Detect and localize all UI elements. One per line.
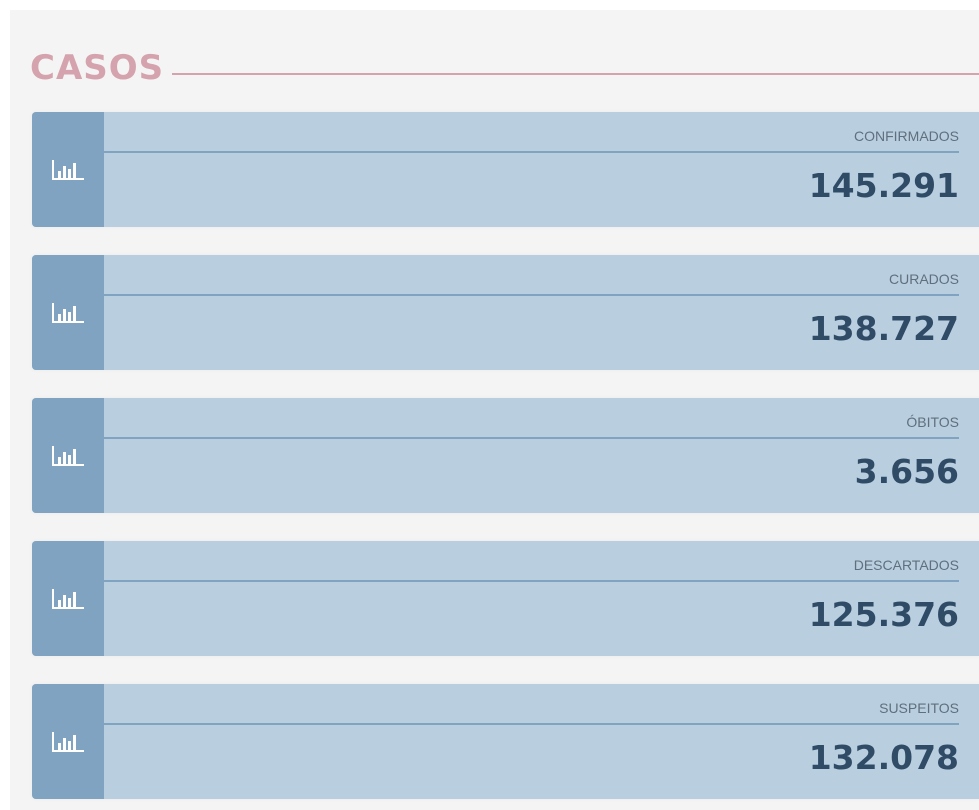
stat-value: 132.078 (808, 738, 959, 777)
chart-icon (52, 732, 84, 752)
separator (104, 151, 959, 153)
separator (104, 580, 959, 582)
stat-label: DESCARTADOS (853, 557, 959, 573)
stat-card: CONFIRMADOS 145.291 (32, 112, 979, 227)
icon-box (32, 255, 104, 370)
stat-card: ÓBITOS 3.656 (32, 398, 979, 513)
chart-icon (52, 303, 84, 323)
chart-icon (52, 160, 84, 180)
separator (104, 294, 959, 296)
icon-box (32, 684, 104, 799)
icon-box (32, 541, 104, 656)
icon-box (32, 112, 104, 227)
stat-value: 138.727 (808, 309, 959, 348)
section-title: CASOS (30, 48, 165, 88)
panel: CASOS CONFIRMADOS 145.291 CURADOS 138.727 ÓB… (10, 10, 979, 810)
stat-value: 145.291 (808, 166, 959, 205)
stat-card: CURADOS 138.727 (32, 255, 979, 370)
stat-card: DESCARTADOS 125.376 (32, 541, 979, 656)
icon-box (32, 398, 104, 513)
stat-label: CURADOS (888, 271, 959, 287)
stat-label: SUSPEITOS (879, 700, 959, 716)
stat-card: SUSPEITOS 132.078 (32, 684, 979, 799)
stat-value: 125.376 (808, 595, 959, 634)
stat-label: CONFIRMADOS (854, 128, 959, 144)
chart-icon (52, 446, 84, 466)
stat-label: ÓBITOS (906, 414, 959, 430)
title-rule (172, 73, 979, 75)
separator (104, 437, 959, 439)
separator (104, 723, 959, 725)
chart-icon (52, 589, 84, 609)
stat-value: 3.656 (854, 452, 959, 491)
